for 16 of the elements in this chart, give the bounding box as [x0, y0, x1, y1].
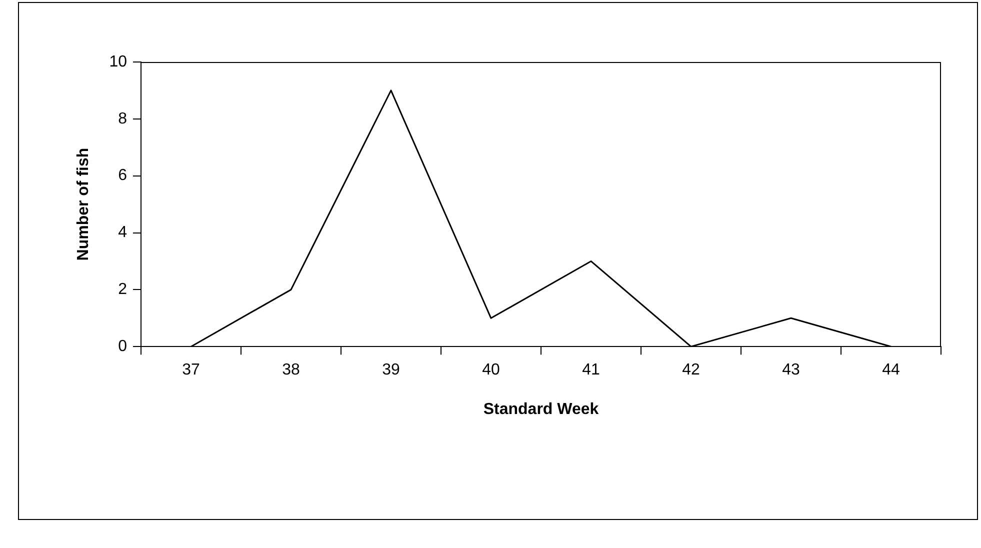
x-tick-label: 42	[682, 362, 700, 379]
x-tick-label: 44	[882, 362, 900, 379]
x-tick-label: 43	[782, 362, 800, 379]
y-tick-label: 10	[109, 53, 128, 70]
y-tick-label: 4	[118, 224, 128, 242]
y-tick-label: 0	[118, 338, 128, 356]
x-axis-title: Standard Week	[483, 400, 599, 418]
y-axis-title: Number of fish	[75, 148, 92, 261]
y-tick-label: 6	[118, 167, 128, 184]
x-tick-label: 40	[482, 362, 500, 379]
x-tick-label: 39	[382, 362, 400, 379]
x-tick-label: 41	[582, 362, 600, 379]
y-tick-label: 8	[118, 110, 128, 128]
y-tick-label: 2	[118, 281, 128, 298]
x-tick-label: 37	[182, 362, 200, 379]
x-tick-label: 38	[282, 362, 300, 379]
